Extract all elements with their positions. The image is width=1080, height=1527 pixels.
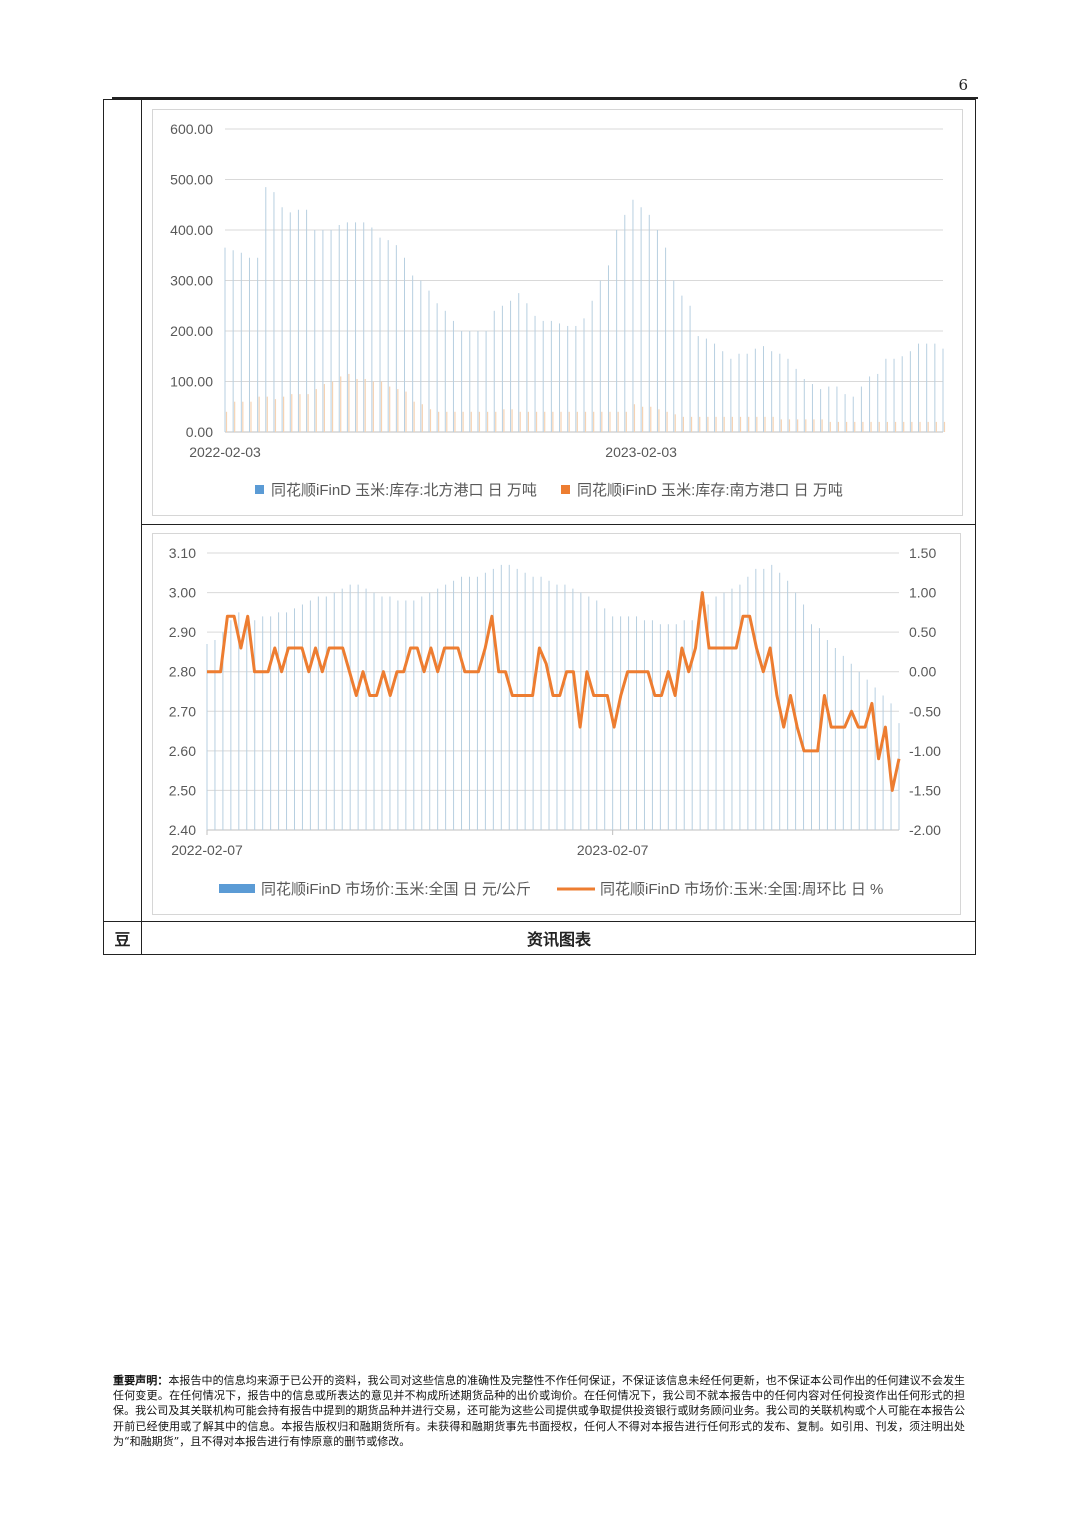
y-right-tick-label: 0.00	[909, 664, 936, 680]
disclaimer-heading: 重要声明：	[113, 1374, 169, 1387]
disclaimer-body: 本报告中的信息均来源于已公开的资料，我公司对这些信息的准确性及完整性不作任何保证…	[113, 1374, 966, 1448]
row-divider	[141, 524, 976, 525]
corn-price-chart: 2.40 2.50 2.60 2.70 2.80 2.90 3.00 3.10 -2.00 -1.…	[152, 533, 961, 915]
port-inventory-chart-svg: 0.00 100.00 200.00 300.00 400.00 500.00 600.00…	[170, 121, 946, 499]
y-right-tick-label: 1.00	[909, 585, 936, 601]
legend-swatch-south	[561, 485, 570, 494]
legend-label-wow: 同花顺iFinD 市场价:玉米:全国:周环比 日 %	[600, 880, 883, 898]
x-tick-label: 2023-02-07	[577, 842, 649, 858]
y-tick-label: 400.00	[170, 222, 213, 238]
y-tick-label: 500.00	[170, 172, 213, 188]
y-left-tick-label: 3.00	[169, 585, 196, 601]
y-left-tick-label: 2.50	[169, 782, 196, 798]
y-tick-label: 600.00	[170, 121, 213, 137]
footer-row-divider	[103, 921, 976, 922]
y-tick-label: 200.00	[170, 323, 213, 339]
y-left-tick-label: 2.60	[169, 743, 196, 759]
x-tick-label: 2022-02-03	[189, 444, 261, 460]
row-label: 豆	[114, 930, 131, 949]
y-right-tick-label: -1.00	[909, 743, 941, 759]
y-tick-label: 300.00	[170, 273, 213, 289]
y-right-tick-label: -1.50	[909, 782, 941, 798]
wow-change-line	[207, 591, 901, 792]
disclaimer: 重要声明：本报告中的信息均来源于已公开的资料，我公司对这些信息的准确性及完整性不…	[113, 1373, 965, 1449]
y-right-tick-label: 1.50	[909, 545, 936, 561]
y-tick-label: 0.00	[186, 424, 213, 440]
legend-swatch-price	[219, 884, 255, 893]
y-left-tick-label: 2.90	[169, 624, 196, 640]
row-title: 资讯图表	[526, 930, 591, 949]
y-left-tick-label: 2.70	[169, 703, 196, 719]
legend-label-south: 同花顺iFinD 玉米:库存:南方港口 日 万吨	[577, 482, 843, 499]
header-rule	[112, 97, 978, 99]
y-right-tick-label: -0.50	[909, 703, 941, 719]
y-left-tick-label: 2.80	[169, 664, 196, 680]
y-left-tick-label: 3.10	[169, 545, 196, 561]
x-tick-label: 2022-02-07	[171, 842, 243, 858]
page-number: 6	[958, 76, 968, 94]
column-divider	[141, 99, 142, 955]
corn-price-chart-svg: 2.40 2.50 2.60 2.70 2.80 2.90 3.00 3.10 -2.00 -1.…	[169, 545, 941, 898]
y-tick-label: 100.00	[170, 374, 213, 390]
legend-label-price: 同花顺iFinD 市场价:玉米:全国 日 元/公斤	[261, 880, 531, 898]
port-inventory-chart: 0.00 100.00 200.00 300.00 400.00 500.00 600.00…	[152, 109, 963, 516]
x-tick-label: 2023-02-03	[605, 444, 677, 460]
legend-label-north: 同花顺iFinD 玉米:库存:北方港口 日 万吨	[271, 482, 537, 499]
legend-swatch-north	[255, 485, 264, 494]
y-right-tick-label: 0.50	[909, 624, 936, 640]
y-left-tick-label: 2.40	[169, 822, 196, 838]
table-frame	[103, 99, 976, 955]
y-right-tick-label: -2.00	[909, 822, 941, 838]
